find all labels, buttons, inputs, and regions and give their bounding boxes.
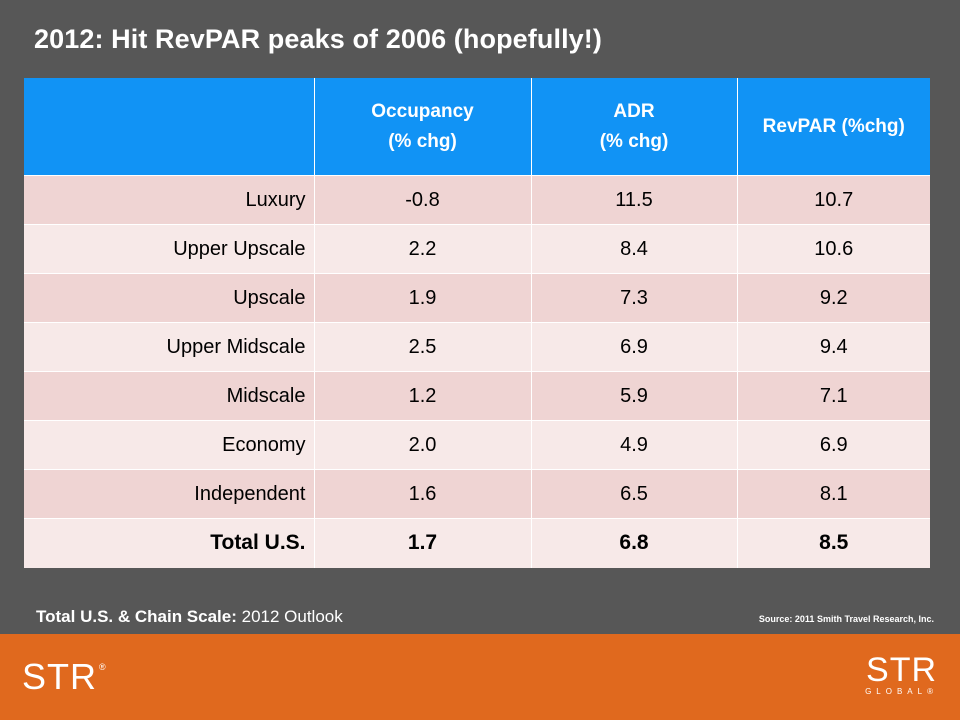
source-note: Source: 2011 Smith Travel Research, Inc. bbox=[758, 614, 934, 624]
header-occupancy: Occupancy (% chg) bbox=[314, 78, 532, 176]
header-revpar: RevPAR (%chg) bbox=[737, 78, 930, 176]
table-caption: Total U.S. & Chain Scale: 2012 Outlook bbox=[36, 607, 343, 626]
row-label: Independent bbox=[24, 469, 315, 519]
cell-occupancy: 1.7 bbox=[314, 518, 532, 568]
cell-revpar: 9.4 bbox=[737, 322, 930, 372]
cell-revpar: 6.9 bbox=[737, 420, 930, 470]
cell-revpar: 7.1 bbox=[737, 371, 930, 421]
cell-adr: 6.8 bbox=[531, 518, 738, 568]
cell-revpar: 9.2 bbox=[737, 273, 930, 323]
cell-adr: 11.5 bbox=[531, 175, 738, 225]
table-header-row: Occupancy (% chg) ADR (% chg) RevPAR (%c… bbox=[24, 78, 930, 176]
row-label: Economy bbox=[24, 420, 315, 470]
data-table-container: Occupancy (% chg) ADR (% chg) RevPAR (%c… bbox=[24, 78, 930, 568]
row-label: Upper Midscale bbox=[24, 322, 315, 372]
table-row: Economy 2.0 4.9 6.9 bbox=[24, 420, 930, 470]
cell-occupancy: -0.8 bbox=[314, 175, 532, 225]
footer-bar: STR ® STR GLOBAL® bbox=[0, 634, 960, 720]
cell-adr: 8.4 bbox=[531, 224, 738, 274]
cell-revpar: 10.7 bbox=[737, 175, 930, 225]
cell-adr: 6.5 bbox=[531, 469, 738, 519]
header-adr: ADR (% chg) bbox=[531, 78, 738, 176]
table-row: Independent 1.6 6.5 8.1 bbox=[24, 469, 930, 519]
cell-adr: 7.3 bbox=[531, 273, 738, 323]
table-row: Luxury -0.8 11.5 10.7 bbox=[24, 175, 930, 225]
table-row: Upscale 1.9 7.3 9.2 bbox=[24, 273, 930, 323]
cell-adr: 6.9 bbox=[531, 322, 738, 372]
cell-occupancy: 2.0 bbox=[314, 420, 532, 470]
str-global-logo: STR GLOBAL® bbox=[865, 651, 938, 696]
row-label: Upper Upscale bbox=[24, 224, 315, 274]
str-logo-left: STR ® bbox=[22, 656, 107, 697]
cell-occupancy: 2.5 bbox=[314, 322, 532, 372]
cell-occupancy: 2.2 bbox=[314, 224, 532, 274]
cell-occupancy: 1.9 bbox=[314, 273, 532, 323]
row-label: Luxury bbox=[24, 175, 315, 225]
cell-occupancy: 1.6 bbox=[314, 469, 532, 519]
data-table: Occupancy (% chg) ADR (% chg) RevPAR (%c… bbox=[24, 78, 930, 568]
cell-adr: 5.9 bbox=[531, 371, 738, 421]
row-label: Midscale bbox=[24, 371, 315, 421]
table-row: Midscale 1.2 5.9 7.1 bbox=[24, 371, 930, 421]
table-row: Upper Midscale 2.5 6.9 9.4 bbox=[24, 322, 930, 372]
table-row-total: Total U.S. 1.7 6.8 8.5 bbox=[24, 518, 930, 568]
table-row: Upper Upscale 2.2 8.4 10.6 bbox=[24, 224, 930, 274]
cell-revpar: 8.1 bbox=[737, 469, 930, 519]
row-label: Upscale bbox=[24, 273, 315, 323]
cell-occupancy: 1.2 bbox=[314, 371, 532, 421]
slide-title: 2012: Hit RevPAR peaks of 2006 (hopefull… bbox=[34, 24, 602, 54]
cell-adr: 4.9 bbox=[531, 420, 738, 470]
header-empty bbox=[24, 78, 315, 176]
cell-revpar: 8.5 bbox=[737, 518, 930, 568]
cell-revpar: 10.6 bbox=[737, 224, 930, 274]
row-label: Total U.S. bbox=[24, 518, 315, 568]
